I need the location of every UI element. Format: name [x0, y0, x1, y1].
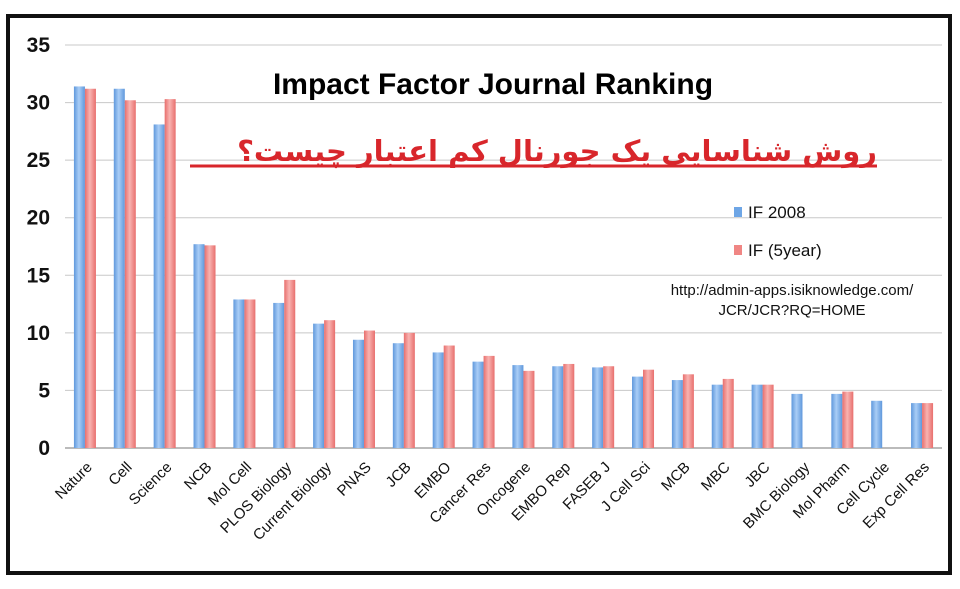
x-category-label: PNAS: [334, 459, 375, 500]
bar-science-series-1: [164, 99, 176, 449]
bar-nature-series-0: [73, 86, 85, 449]
bar-cancer-res-series-1: [483, 355, 495, 448]
bars: [73, 86, 934, 449]
y-tick-label: 15: [27, 264, 51, 287]
bar-plos-biology-series-1: [284, 279, 296, 448]
bar-current-biology-series-1: [324, 320, 336, 448]
y-tick-label: 5: [38, 379, 50, 402]
bar-mol-cell-series-1: [244, 299, 256, 448]
bar-nature-series-1: [84, 88, 96, 449]
bar-j-cell-sci-series-1: [643, 369, 655, 448]
bar-cell-series-1: [124, 100, 136, 449]
bar-mcb-series-1: [682, 374, 694, 448]
bar-ncb-series-0: [193, 244, 205, 448]
bar-current-biology-series-0: [313, 323, 325, 448]
bar-mol-cell-series-0: [233, 299, 245, 448]
legend-label-if-5year: IF (5year): [748, 241, 822, 260]
x-category-label: Cell: [105, 459, 135, 489]
y-tick-label: 35: [27, 34, 51, 57]
y-tick-label: 10: [27, 322, 50, 345]
bar-jcb-series-0: [392, 343, 404, 448]
chart-frame: 0 5 10 15 20 25 30 35 Nature Cell Science NCB Mol C…: [6, 14, 952, 575]
bar-cancer-res-series-0: [472, 361, 484, 448]
chart-subtitle: روش شناسایی یک جورنال کم اعتبار چیست؟: [237, 134, 877, 169]
bar-science-series-0: [153, 124, 165, 448]
bar-oncogene-series-1: [523, 370, 535, 448]
bar-ncb-series-1: [204, 245, 216, 448]
bar-exp-cell-res-series-1: [922, 403, 934, 448]
x-category-label: Science: [126, 459, 176, 509]
source-url-line-1: http://admin-apps.isiknowledge.com/: [671, 282, 914, 299]
bar-faseb-j-series-1: [603, 366, 615, 448]
bar-bmc-biology-series-0: [791, 393, 803, 448]
bar-embo-rep-series-1: [563, 363, 575, 448]
legend-swatch-if-2008: [734, 207, 742, 217]
bar-pnas-series-1: [363, 330, 375, 448]
x-category-label: MBC: [698, 459, 734, 495]
source-url-line-2: JCR/JCR?RQ=HOME: [718, 302, 865, 319]
bar-cell-cycle-series-0: [871, 400, 883, 448]
bar-mol-pharm-series-1: [842, 391, 854, 448]
y-tick-label: 20: [27, 207, 50, 230]
bar-embo-rep-series-0: [552, 366, 564, 448]
legend-label-if-2008: IF 2008: [748, 203, 806, 222]
bar-mbc-series-0: [711, 384, 723, 448]
bar-j-cell-sci-series-0: [632, 376, 644, 448]
bar-jcb-series-1: [403, 332, 415, 448]
bar-mcb-series-0: [671, 380, 683, 448]
bar-jbc-series-1: [762, 384, 774, 448]
bar-jbc-series-0: [751, 384, 763, 448]
bar-mbc-series-1: [722, 378, 734, 448]
y-tick-label: 25: [27, 149, 51, 172]
x-category-label: NCB: [181, 459, 215, 493]
bar-oncogene-series-0: [512, 365, 524, 448]
bar-plos-biology-series-0: [273, 302, 285, 448]
x-category-label: JCB: [383, 459, 415, 491]
bar-exp-cell-res-series-0: [911, 403, 923, 448]
y-tick-label: 0: [38, 437, 50, 460]
bar-pnas-series-0: [352, 339, 364, 448]
bar-mol-pharm-series-0: [831, 393, 843, 448]
bar-faseb-j-series-0: [592, 367, 604, 448]
y-axis-tick-labels: 0 5 10 15 20 25 30 35: [27, 34, 51, 460]
legend: IF 2008 IF (5year): [734, 203, 822, 260]
chart-title: Impact Factor Journal Ranking: [273, 68, 713, 101]
x-category-label: JBC: [741, 459, 773, 491]
bar-cell-series-0: [113, 88, 125, 449]
x-category-label: MCB: [658, 459, 694, 495]
y-tick-label: 30: [27, 92, 50, 115]
bar-embo-series-1: [443, 345, 455, 448]
x-category-label: Nature: [52, 459, 96, 503]
legend-swatch-if-5year: [734, 245, 742, 255]
bar-embo-series-0: [432, 352, 444, 448]
